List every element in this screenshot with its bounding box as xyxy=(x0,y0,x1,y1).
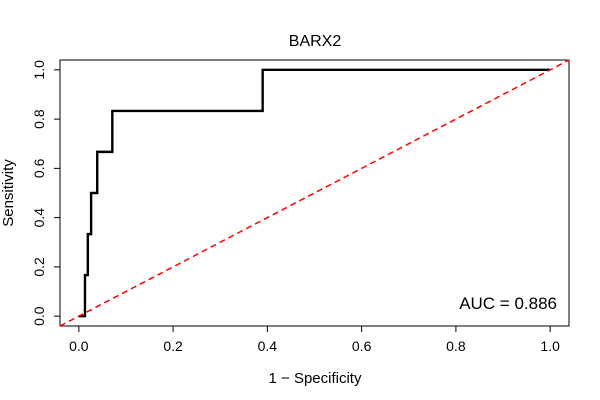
x-tick-label: 0.0 xyxy=(69,338,89,354)
x-tick-label: 0.8 xyxy=(446,338,466,354)
chart-title: BARX2 xyxy=(289,33,342,50)
y-axis-label: Sensitivity xyxy=(0,159,17,227)
reference-diagonal-line xyxy=(59,59,570,327)
plot-frame xyxy=(59,59,570,327)
y-tick-label: 0.2 xyxy=(31,257,47,277)
auc-annotation: AUC = 0.886 xyxy=(459,294,557,313)
y-tick-label: 0.6 xyxy=(31,158,47,178)
y-tick-label: 1.0 xyxy=(31,60,47,80)
roc-curve-line xyxy=(78,68,551,318)
x-axis-label: 1 − Specificity xyxy=(269,370,362,387)
y-tick-label: 0.8 xyxy=(31,109,47,129)
y-tick-label: 0.0 xyxy=(31,306,47,326)
x-tick-label: 0.2 xyxy=(163,338,183,354)
series-layer xyxy=(59,59,570,327)
x-tick-label: 0.4 xyxy=(258,338,278,354)
x-tick-label: 1.0 xyxy=(540,338,560,354)
y-axis: 0.0 0.2 0.4 0.6 0.8 1.0 xyxy=(31,60,60,326)
y-tick-label: 0.4 xyxy=(31,208,47,228)
x-tick-label: 0.6 xyxy=(352,338,372,354)
x-axis: 0.0 0.2 0.4 0.6 0.8 1.0 xyxy=(69,326,560,354)
